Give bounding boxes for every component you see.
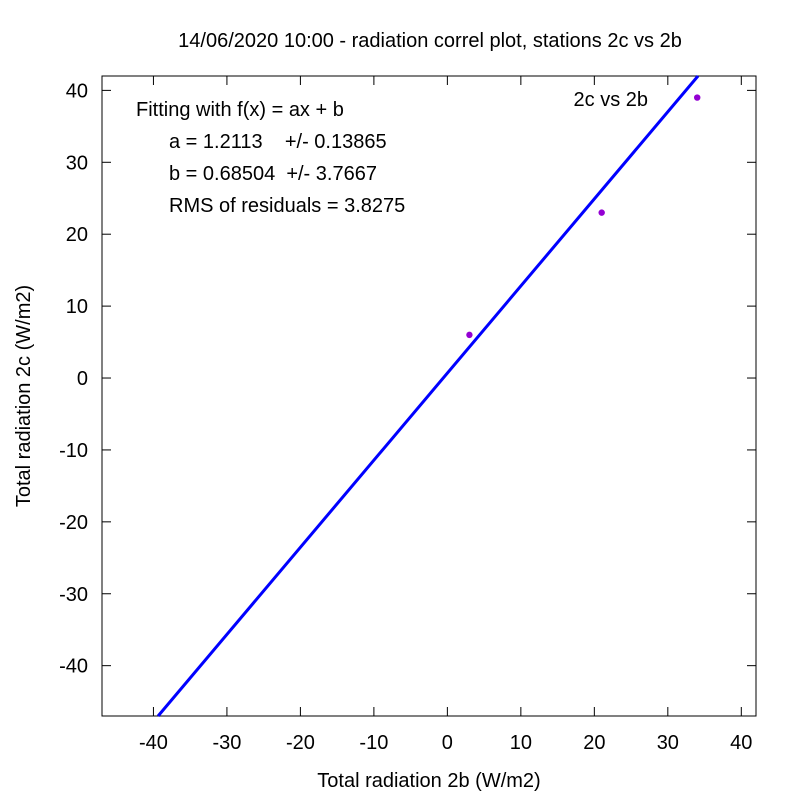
x-axis-label: Total radiation 2b (W/m2)	[317, 770, 540, 792]
axis-ticks: -40 -30 -20 -10 0 10 20 30 40 -40 -30 -20 -10 0 10 20 30…	[59, 76, 756, 754]
data-point	[598, 209, 605, 216]
fit-annotation: Fitting with f(x) = ax + b a = 1.2113 +/…	[136, 99, 405, 217]
fit-line	[156, 75, 700, 717]
y-tick-label: 20	[66, 224, 88, 246]
y-axis-label: Total radiation 2c (W/m2)	[13, 285, 35, 507]
x-tick-label: 40	[730, 732, 752, 754]
fit-annotation-line-3: b = 0.68504 +/- 3.7667	[169, 163, 377, 185]
x-tick-label: 0	[442, 732, 453, 754]
x-tick-label: -40	[139, 732, 168, 754]
data-points	[466, 94, 701, 339]
y-tick-label: -40	[59, 656, 88, 678]
fit-annotation-line-4: RMS of residuals = 3.8275	[169, 195, 405, 217]
data-point	[694, 94, 701, 101]
fit-annotation-line-2: a = 1.2113 +/- 0.13865	[169, 131, 387, 153]
y-tick-label: -30	[59, 584, 88, 606]
x-tick-label: 30	[657, 732, 679, 754]
y-tick-label: 30	[66, 152, 88, 174]
y-tick-label: -10	[59, 440, 88, 462]
legend-label: 2c vs 2b	[574, 89, 648, 111]
x-tick-label: -10	[359, 732, 388, 754]
y-tick-label: 10	[66, 296, 88, 318]
y-tick-label: -20	[59, 512, 88, 534]
x-tick-label: -20	[286, 732, 315, 754]
x-tick-label: 20	[583, 732, 605, 754]
x-tick-label: -30	[212, 732, 241, 754]
data-point	[466, 331, 473, 339]
y-tick-label: 0	[77, 368, 88, 390]
fit-layer	[156, 75, 700, 717]
plot-area-border	[101, 75, 757, 717]
chart-title: 14/06/2020 10:00 - radiation correl plot…	[178, 30, 682, 52]
y-tick-label: 40	[66, 80, 88, 102]
x-tick-label: 10	[510, 732, 532, 754]
fit-annotation-line-1: Fitting with f(x) = ax + b	[136, 99, 344, 121]
